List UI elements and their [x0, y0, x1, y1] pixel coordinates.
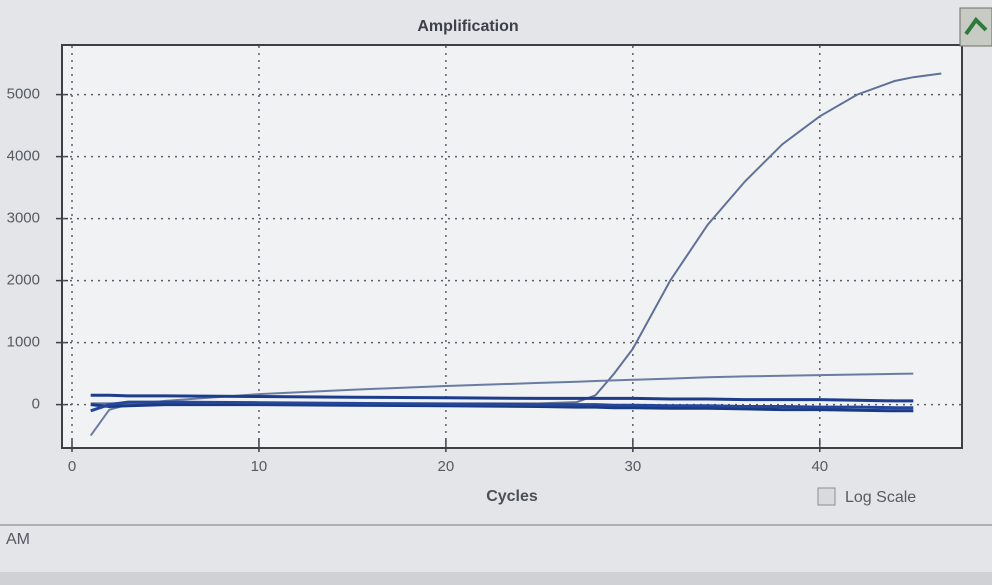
expand-button[interactable] — [960, 8, 992, 46]
status-text: AM — [6, 531, 30, 548]
y-tick-label: 3000 — [7, 210, 40, 227]
y-tick-label: 2000 — [7, 272, 40, 289]
log-scale-checkbox[interactable] — [818, 488, 835, 505]
x-tick-label: 30 — [624, 458, 641, 475]
plot-area — [62, 45, 962, 448]
x-tick-label: 0 — [68, 458, 76, 475]
x-axis-label: Cycles — [486, 488, 538, 505]
x-tick-label: 40 — [811, 458, 828, 475]
y-tick-label: 1000 — [7, 334, 40, 351]
y-tick-label: 5000 — [7, 86, 40, 103]
chart-window: Amplification Cycles Log Scale AM 0 1000 2… — [0, 0, 992, 585]
chart-title: Amplification — [417, 18, 518, 35]
bottom-bar — [0, 572, 992, 585]
y-tick-label: 4000 — [7, 148, 40, 165]
y-tick-label: 0 — [32, 396, 40, 413]
log-scale-label[interactable]: Log Scale — [845, 489, 916, 506]
x-tick-label: 20 — [438, 458, 455, 475]
x-tick-label: 10 — [251, 458, 268, 475]
